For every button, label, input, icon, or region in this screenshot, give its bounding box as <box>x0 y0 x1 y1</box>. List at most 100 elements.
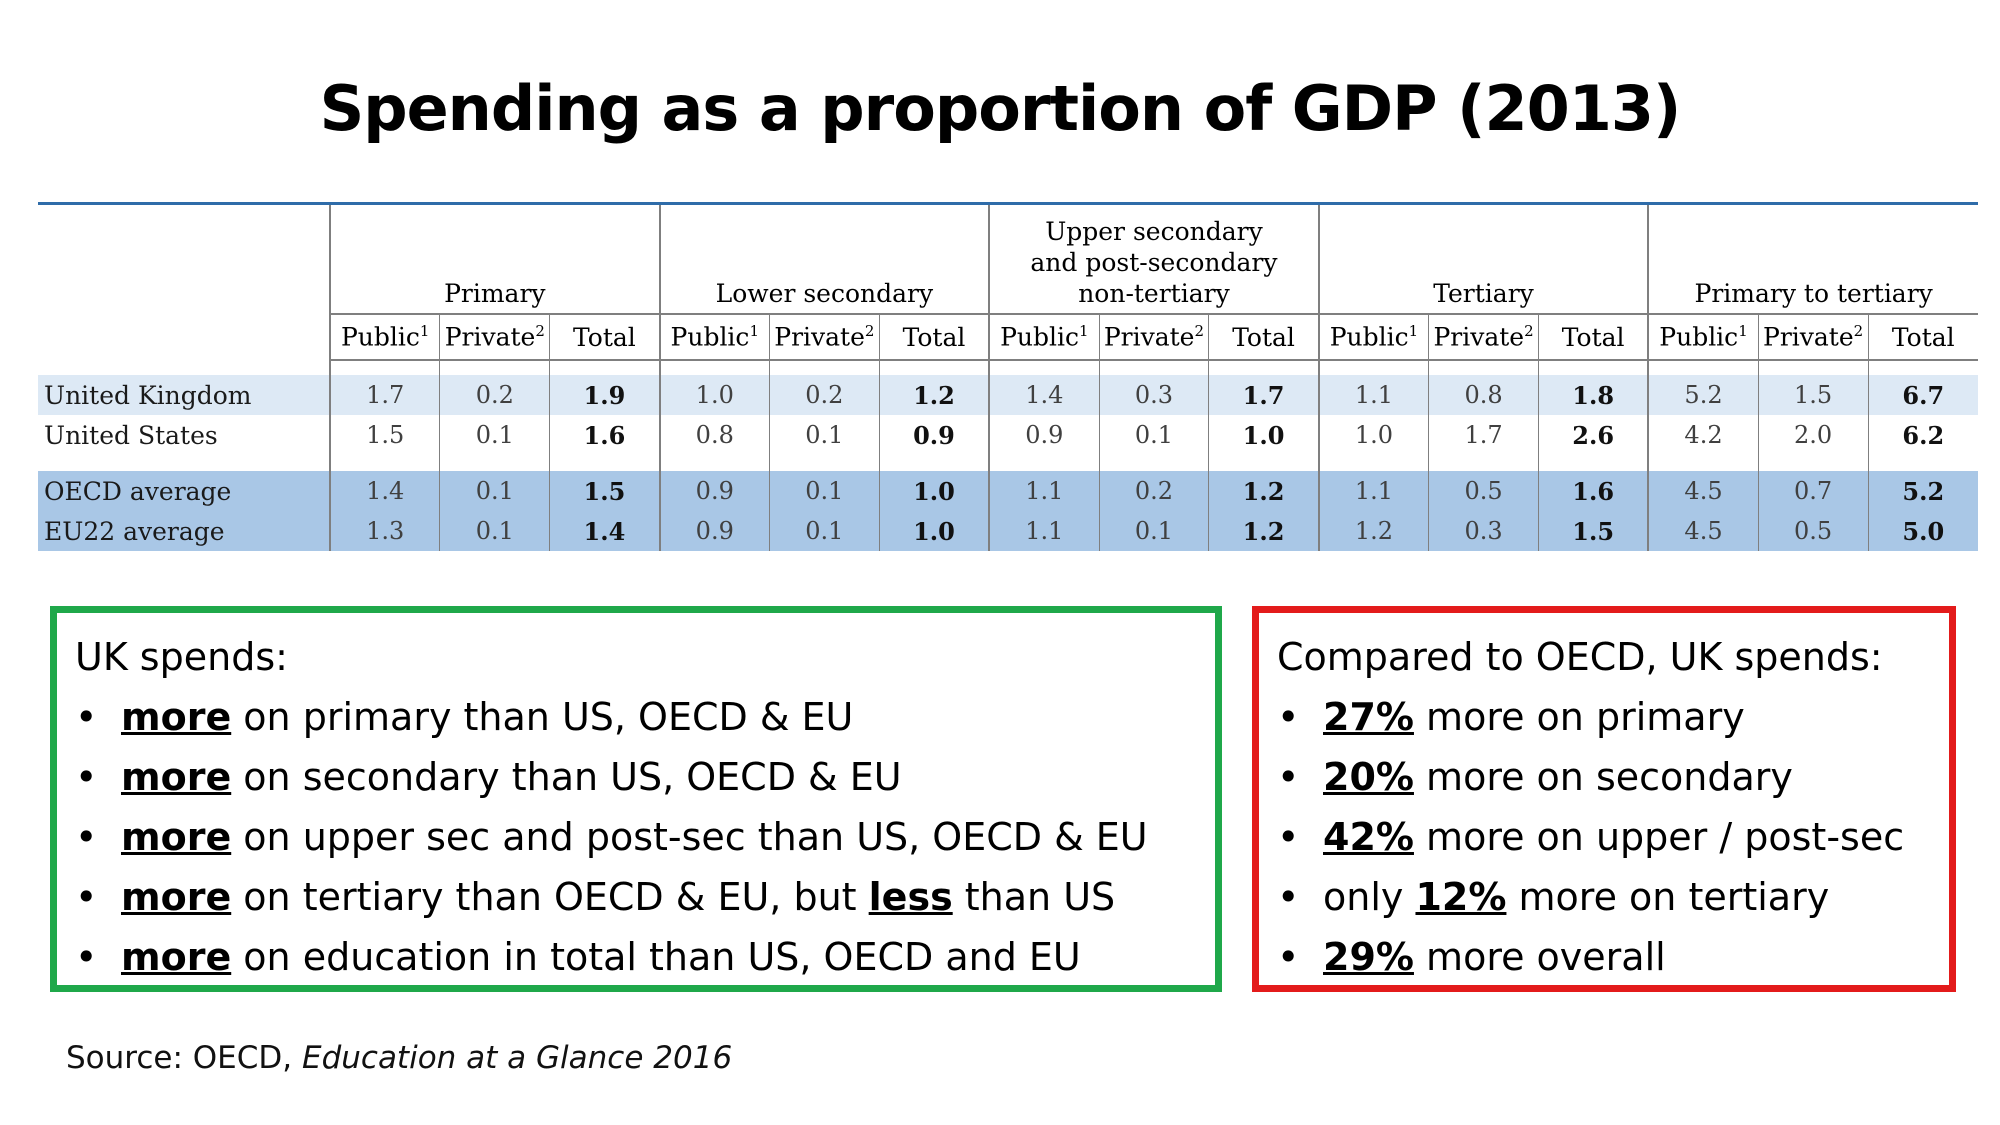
list-item: • 29% more overall <box>1277 927 1931 987</box>
table-cell: 0.8 <box>658 415 770 455</box>
bullet: • <box>1277 935 1300 979</box>
subheader-total: Total <box>1867 313 1978 361</box>
emphasis: more <box>121 755 232 799</box>
emphasis: more <box>121 875 232 919</box>
uk-spends-summary-box: UK spends: • more on primary than US, OEC… <box>50 606 1222 992</box>
group-header-primary: Primary <box>329 205 660 314</box>
table-cell: 0.1 <box>768 471 880 511</box>
emphasis: less <box>868 875 953 919</box>
red-box-list: • 27% more on primary • 20% more on seconda… <box>1277 687 1931 987</box>
list-item: • more on secondary than US, OECD & EU <box>75 747 1197 807</box>
table-cell: 1.6 <box>549 415 660 455</box>
table-cell: 0.9 <box>658 511 770 551</box>
table-cell: 1.2 <box>1208 471 1319 511</box>
table-cell: 1.2 <box>1317 511 1429 551</box>
table-cell: 5.0 <box>1867 511 1978 551</box>
emphasis: 29% <box>1323 935 1414 979</box>
item-text: more on upper / post-sec <box>1413 815 1905 859</box>
table-cell: 5.2 <box>1867 471 1978 511</box>
table-cell: 0.5 <box>1757 511 1869 551</box>
table-row: OECD average 1.4 0.1 1.5 0.9 0.1 1.0 1.1 0.2 1.2 1… <box>38 471 1978 511</box>
page-title: Spending as a proportion of GDP (2013) <box>319 72 1682 145</box>
emphasis: more <box>121 935 232 979</box>
item-text: more on secondary <box>1413 755 1793 799</box>
subheader-private: Private2 <box>768 313 880 361</box>
bullet: • <box>75 815 98 859</box>
table-cell: 1.1 <box>988 471 1100 511</box>
table-cell: 1.0 <box>878 511 990 551</box>
emphasis: more <box>121 815 232 859</box>
subheader-total: Total <box>549 313 660 361</box>
list-item: • more on primary than US, OECD & EU <box>75 687 1197 747</box>
subheader-public: Public1 <box>1317 313 1429 361</box>
table-cell: 0.3 <box>1098 375 1209 415</box>
table-cell: 1.0 <box>658 375 770 415</box>
list-item: • 42% more on upper / post-sec <box>1277 807 1931 867</box>
item-text: than US <box>952 875 1116 919</box>
table-cell: 1.0 <box>1208 415 1319 455</box>
table-top-rule <box>38 202 1978 205</box>
emphasis: 20% <box>1323 755 1414 799</box>
item-text: more overall <box>1413 935 1666 979</box>
emphasis: more <box>121 695 232 739</box>
subheader-total: Total <box>1537 313 1649 361</box>
table-cell: 1.1 <box>1317 375 1429 415</box>
subheader-public: Public1 <box>329 313 440 361</box>
table-cell: 1.4 <box>329 471 440 511</box>
red-box-heading: Compared to OECD, UK spends: <box>1277 635 1883 679</box>
spending-table: Primary Lower secondary Upper secondary … <box>38 202 1978 551</box>
table-cell: 2.6 <box>1537 415 1649 455</box>
table-row: United Kingdom 1.7 0.2 1.9 1.0 0.2 1.2 1.4 0.3 1.… <box>38 375 1978 415</box>
country-label: EU22 average <box>38 511 330 551</box>
table-cell: 0.5 <box>1428 471 1539 511</box>
subheader-private: Private2 <box>439 313 550 361</box>
table-cell: 4.5 <box>1647 511 1759 551</box>
source-note: Source: OECD, Education at a Glance 2016 <box>66 1040 733 1076</box>
table-cell: 1.1 <box>1317 471 1429 511</box>
item-text: on secondary than US, OECD & EU <box>231 755 902 799</box>
table-cell: 1.4 <box>988 375 1100 415</box>
group-header-lower-secondary: Lower secondary <box>658 205 990 314</box>
subheader-private: Private2 <box>1098 313 1209 361</box>
table-cell: 1.4 <box>549 511 660 551</box>
country-label: United States <box>38 415 330 455</box>
oecd-comparison-box: Compared to OECD, UK spends: • 27% more o… <box>1252 606 1956 992</box>
table-cell: 4.2 <box>1647 415 1759 455</box>
table-cell: 0.1 <box>439 511 550 551</box>
item-text: on upper sec and post-sec than US, OECD … <box>231 815 1148 859</box>
table-cell: 1.8 <box>1537 375 1649 415</box>
table-row: EU22 average 1.3 0.1 1.4 0.9 0.1 1.0 1.1 0.1 1.2 1… <box>38 511 1978 551</box>
table-cell: 1.5 <box>329 415 440 455</box>
subheader-private: Private2 <box>1428 313 1539 361</box>
subheader-total: Total <box>1208 313 1319 361</box>
table-cell: 1.1 <box>988 511 1100 551</box>
country-label: United Kingdom <box>38 375 330 415</box>
table-cell: 0.3 <box>1428 511 1539 551</box>
table-cell: 0.1 <box>1098 415 1209 455</box>
table-cell: 0.9 <box>878 415 990 455</box>
table-cell: 2.0 <box>1757 415 1869 455</box>
table-cell: 1.3 <box>329 511 440 551</box>
table-cell: 1.7 <box>329 375 440 415</box>
item-text: on primary than US, OECD & EU <box>231 695 854 739</box>
country-label: OECD average <box>38 471 330 511</box>
table-cell: 0.1 <box>768 415 880 455</box>
table-cell: 1.9 <box>549 375 660 415</box>
table-cell: 5.2 <box>1647 375 1759 415</box>
bullet: • <box>1277 755 1300 799</box>
table-cell: 1.0 <box>1317 415 1429 455</box>
bullet: • <box>75 695 98 739</box>
table-cell: 0.1 <box>439 415 550 455</box>
bullet: • <box>1277 875 1300 919</box>
emphasis: 42% <box>1323 815 1414 859</box>
bullet: • <box>75 875 98 919</box>
green-box-list: • more on primary than US, OECD & EU • more… <box>75 687 1197 987</box>
emphasis: 12% <box>1415 875 1507 919</box>
list-item: • 20% more on secondary <box>1277 747 1931 807</box>
item-text: only <box>1323 875 1416 919</box>
group-header-upper-secondary: Upper secondary and post-secondary non-t… <box>988 205 1319 314</box>
list-item: • more on upper sec and post-sec than US,… <box>75 807 1197 867</box>
subheader-public: Public1 <box>988 313 1100 361</box>
table-cell: 0.9 <box>988 415 1100 455</box>
subheader-private: Private2 <box>1757 313 1869 361</box>
